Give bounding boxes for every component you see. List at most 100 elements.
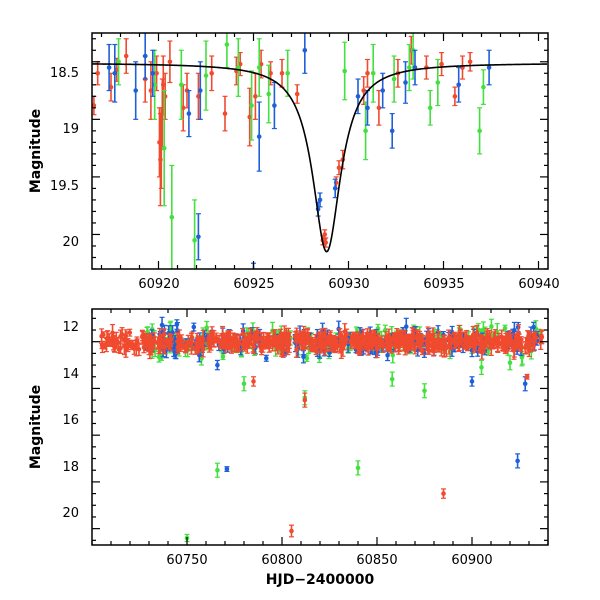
data-point-red	[368, 329, 374, 340]
data-point-red	[294, 84, 300, 104]
data-point-blue	[271, 81, 277, 130]
data-point-red	[284, 339, 290, 348]
top-x-tick-label: 60930	[328, 277, 369, 292]
top-x-tick-label: 60940	[518, 277, 559, 292]
data-point-red	[209, 55, 215, 92]
data-point-red	[167, 40, 173, 84]
data-point-red	[439, 51, 445, 77]
data-point-red	[495, 339, 501, 353]
data-point-red	[503, 332, 509, 351]
data-point-red	[285, 345, 291, 356]
data-point-red	[338, 340, 344, 360]
data-point-red	[321, 331, 327, 339]
data-point-blue	[197, 61, 203, 120]
data-point-red	[323, 237, 329, 248]
data-point-green	[477, 107, 483, 155]
data-point-red	[254, 327, 260, 338]
data-point-red	[158, 335, 164, 344]
bottom-panel: 12 14 16 18 20 60750 60800 60850 60900 M…	[28, 308, 549, 588]
data-point-green	[479, 359, 484, 376]
top-y-axis-title: Magnitude	[28, 109, 44, 193]
data-point-red	[184, 340, 190, 352]
data-point-red	[262, 335, 268, 348]
data-point-red	[513, 333, 519, 341]
data-point-red	[95, 61, 101, 86]
top-y-tick-label: 19.5	[50, 179, 79, 194]
data-point-blue	[142, 33, 148, 80]
data-point-red	[200, 341, 206, 358]
data-point-red	[134, 336, 140, 346]
data-point-red	[246, 332, 252, 345]
data-point-green	[480, 69, 486, 105]
data-point-green	[224, 33, 230, 69]
data-point-red	[310, 338, 316, 352]
data-point-green	[355, 460, 361, 476]
data-point-blue	[224, 466, 230, 472]
data-point-red	[124, 331, 130, 350]
top-x-tick-label: 60925	[233, 277, 274, 292]
data-point-red	[148, 339, 154, 356]
microlensing-model-curve	[92, 63, 548, 253]
data-point-red	[221, 337, 227, 348]
data-point-red	[466, 338, 472, 347]
data-point-blue	[515, 453, 521, 469]
data-point-red	[121, 337, 127, 356]
data-point-red	[162, 339, 168, 355]
data-point-red	[146, 334, 152, 353]
bottom-y-axis-title: Magnitude	[28, 385, 44, 469]
data-point-red	[410, 327, 416, 340]
data-point-red	[374, 340, 380, 359]
data-point-red	[322, 339, 328, 356]
data-point-red	[477, 344, 483, 354]
data-point-red	[168, 333, 174, 345]
data-point-red	[533, 331, 539, 344]
data-point-green	[391, 55, 397, 103]
bottom-data-points	[99, 316, 545, 543]
data-point-red	[278, 328, 284, 343]
data-point-red	[434, 339, 440, 349]
data-point-blue	[412, 49, 418, 86]
data-point-red	[227, 337, 233, 349]
data-point-red	[336, 160, 342, 176]
data-point-red	[399, 330, 405, 347]
bottom-y-tick-label: 12	[62, 320, 79, 335]
data-point-blue	[195, 213, 201, 261]
data-point-green	[241, 376, 247, 392]
data-point-blue	[112, 43, 118, 103]
data-point-green	[203, 40, 209, 111]
data-point-blue	[389, 112, 395, 149]
data-point-red	[518, 336, 524, 344]
data-point-blue	[191, 322, 197, 332]
data-point-green	[266, 64, 272, 124]
data-point-green	[169, 164, 175, 269]
data-point-blue	[214, 359, 220, 371]
data-point-red	[117, 329, 123, 344]
top-y-tick-label: 20	[62, 235, 79, 250]
top-x-tick-label: 60935	[423, 277, 464, 292]
top-plot-frame	[91, 32, 549, 270]
data-point-red	[208, 330, 214, 344]
data-point-green	[235, 38, 241, 97]
data-point-red	[174, 332, 180, 351]
data-point-green	[389, 371, 395, 387]
data-point-red	[511, 341, 517, 360]
data-point-red	[188, 332, 194, 351]
data-point-blue	[106, 43, 112, 92]
data-point-red	[232, 335, 238, 346]
data-point-green	[406, 43, 412, 92]
data-point-green	[370, 43, 376, 103]
data-point-green	[116, 38, 122, 86]
data-point-red	[425, 340, 431, 350]
data-point-red	[279, 58, 285, 88]
data-point-green	[427, 89, 433, 126]
data-point-blue	[317, 192, 323, 208]
bottom-y-tick-label: 14	[62, 367, 79, 382]
top-data-points	[92, 33, 492, 269]
data-point-red	[352, 333, 358, 344]
data-point-red	[500, 338, 506, 352]
bottom-y-tick-label: 20	[62, 506, 79, 521]
bottom-y-tick-label: 18	[62, 460, 79, 475]
data-point-red	[242, 332, 248, 350]
data-point-blue	[403, 61, 408, 104]
data-point-red	[123, 38, 129, 74]
